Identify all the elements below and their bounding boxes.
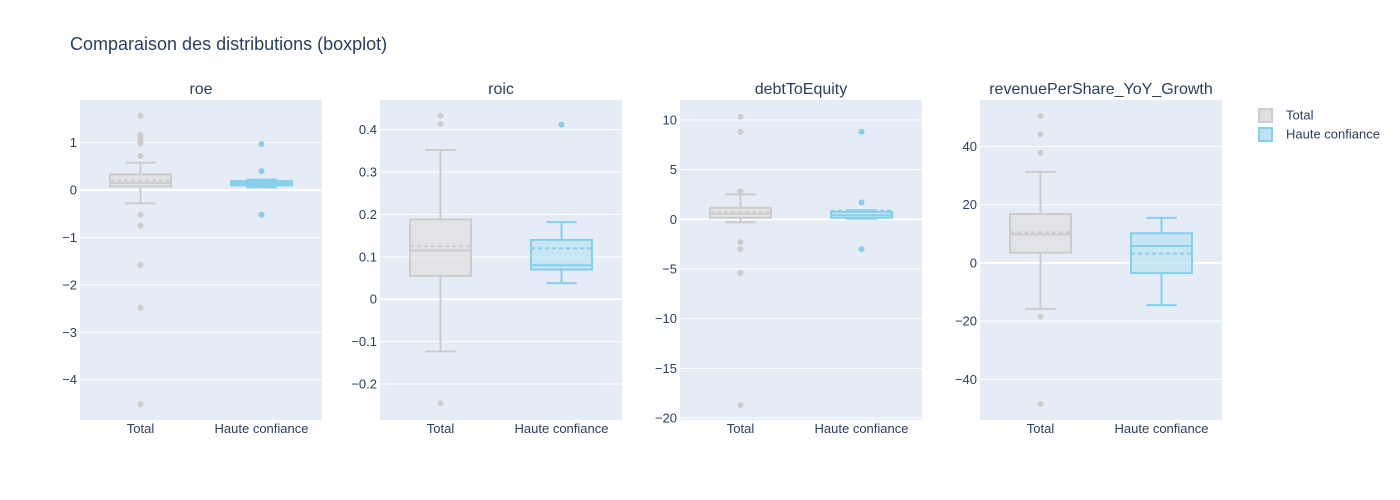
outlier-point[interactable] <box>258 141 265 148</box>
y-tick-label: −20 <box>955 314 977 329</box>
outlier-point[interactable] <box>137 304 144 311</box>
y-tick-label: 0 <box>670 212 677 227</box>
y-tick-label: 40 <box>963 139 977 154</box>
y-tick-label: 20 <box>963 197 977 212</box>
box-haute-confiance[interactable] <box>830 128 893 253</box>
outlier-point[interactable] <box>437 400 444 407</box>
y-tick-label: 0 <box>370 292 377 307</box>
subplot-debttoequity: 10 5 0 −5 −10 −15 −20 debtToEquity Total Haute co… <box>655 81 922 436</box>
subplot-title: debtToEquity <box>755 81 848 98</box>
outlier-point[interactable] <box>437 121 444 128</box>
y-tick-label: 0.4 <box>359 122 377 137</box>
y-tick-label: −2 <box>62 277 77 292</box>
y-tick-label: 0 <box>970 255 977 270</box>
y-tick-label: 10 <box>663 112 677 127</box>
x-tick-label: Total <box>127 421 155 436</box>
outlier-point[interactable] <box>137 140 144 147</box>
subplot-title: roe <box>189 81 212 98</box>
outlier-point[interactable] <box>137 261 144 268</box>
y-tick-label: −3 <box>62 325 77 340</box>
outlier-point[interactable] <box>137 152 144 159</box>
x-tick-label: Haute confiance <box>1115 421 1209 436</box>
outlier-point[interactable] <box>137 211 144 218</box>
subplot-title: revenuePerShare_YoY_Growth <box>989 81 1213 98</box>
outlier-point[interactable] <box>737 188 744 195</box>
box-total[interactable] <box>709 113 772 409</box>
box-body <box>409 218 472 277</box>
x-tick-label: Haute confiance <box>815 421 909 436</box>
plot-background <box>80 100 322 420</box>
outlier-point[interactable] <box>558 121 565 128</box>
outlier-point[interactable] <box>137 133 144 140</box>
y-tick-label: 0 <box>70 183 77 198</box>
legend-item-haute-confiance[interactable]: Haute confiance <box>1258 127 1380 142</box>
outlier-point[interactable] <box>258 211 265 218</box>
box-body <box>1009 213 1072 254</box>
x-tick-label: Total <box>1027 421 1055 436</box>
y-tick-label: −0.2 <box>351 376 377 391</box>
y-tick-label: −20 <box>655 411 677 426</box>
box-total[interactable] <box>1009 113 1072 407</box>
outlier-point[interactable] <box>1037 401 1044 407</box>
y-tick-label: 0.2 <box>359 207 377 222</box>
y-tick-label: 5 <box>670 162 677 177</box>
y-tick-label: −10 <box>655 311 677 326</box>
outlier-point[interactable] <box>137 222 144 229</box>
outlier-point[interactable] <box>1037 149 1044 156</box>
legend-item-total[interactable]: Total <box>1258 108 1314 123</box>
box-haute-confiance[interactable] <box>530 121 593 285</box>
outlier-point[interactable] <box>137 112 144 119</box>
outlier-point[interactable] <box>858 128 865 135</box>
outlier-point[interactable] <box>858 246 865 253</box>
box-total[interactable] <box>109 112 172 408</box>
y-tick-label: 0.1 <box>359 249 377 264</box>
x-tick-label: Haute confiance <box>515 421 609 436</box>
outlier-point[interactable] <box>737 402 744 409</box>
subplot-roic: 0.4 0.3 0.2 0.1 0 −0.1 −0.2 roic Total Haute conf… <box>351 81 622 436</box>
outlier-point[interactable] <box>437 112 444 119</box>
legend-swatch <box>1258 127 1273 142</box>
legend-label: Total <box>1286 108 1314 123</box>
legend[interactable]: Total Haute confiance <box>1258 108 1380 142</box>
x-tick-label: Haute confiance <box>215 421 309 436</box>
legend-label: Haute confiance <box>1286 127 1380 142</box>
box-haute-confiance[interactable] <box>1130 216 1193 307</box>
chart-title: Comparaison des distributions (boxplot) <box>70 34 387 54</box>
plot-background <box>680 100 922 420</box>
box-haute-confiance[interactable] <box>230 141 293 218</box>
subplot-roe: 1 0 −1 −2 −3 −4 roe Total Haute confiance <box>62 81 322 436</box>
outlier-point[interactable] <box>258 168 265 175</box>
legend-swatch <box>1258 108 1273 123</box>
y-tick-label: 0.3 <box>359 165 377 180</box>
outlier-point[interactable] <box>1037 313 1044 320</box>
y-tick-label: 1 <box>70 135 77 150</box>
outlier-point[interactable] <box>737 239 744 246</box>
outlier-point[interactable] <box>137 401 144 408</box>
y-tick-label: −0.1 <box>351 334 377 349</box>
subplot-title: roic <box>488 81 514 98</box>
x-tick-label: Total <box>727 421 755 436</box>
subplot-revenuepershare-yoy-growth: 40 20 0 −20 −40 revenuePerShare_YoY_Growth Tot… <box>955 81 1222 436</box>
outlier-point[interactable] <box>737 269 744 276</box>
outlier-point[interactable] <box>737 113 744 120</box>
box-total[interactable] <box>409 112 472 407</box>
outlier-point[interactable] <box>1037 131 1044 138</box>
y-tick-label: −40 <box>955 372 977 387</box>
y-tick-label: −4 <box>62 372 77 387</box>
outlier-point[interactable] <box>1037 113 1044 119</box>
y-tick-label: −5 <box>662 261 677 276</box>
y-tick-label: −15 <box>655 361 677 376</box>
outlier-point[interactable] <box>737 246 744 253</box>
outlier-point[interactable] <box>737 128 744 135</box>
y-tick-label: −1 <box>62 230 77 245</box>
outlier-point[interactable] <box>858 199 865 206</box>
x-tick-label: Total <box>427 421 455 436</box>
